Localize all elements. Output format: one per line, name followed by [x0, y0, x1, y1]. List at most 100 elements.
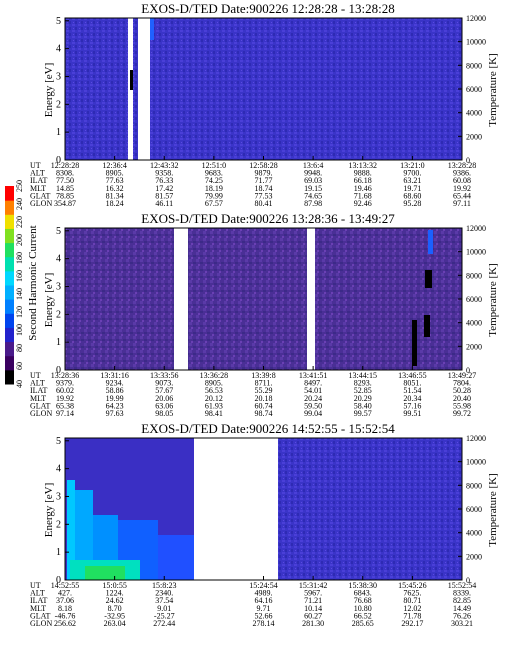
panel-2-y2tick-label: 6000 [466, 295, 482, 304]
panel-3-cell: 5967. [304, 589, 322, 598]
panel-1-cell: 19.71 [403, 184, 421, 193]
panel-3-cell: 82.85 [453, 596, 471, 605]
panel-1-cell: 81.57 [155, 191, 173, 200]
panel-3-time-label: 15:45:26 [398, 581, 426, 590]
panel-1-cell: 95.28 [403, 199, 421, 208]
panel-1-cell: 68.60 [403, 191, 421, 200]
panel-1-cell: 18.24 [106, 199, 124, 208]
colorbar-tick-label: 220 [15, 216, 24, 228]
colorbar-swatch [5, 200, 14, 215]
panel-2-time-label: 13:39:8 [251, 371, 275, 380]
panel-3-ytick-label: 0 [56, 575, 61, 586]
panel-2-cell: 61.93 [205, 401, 223, 410]
colorbar-swatch [5, 256, 14, 272]
panel-1-cell: 78.85 [56, 191, 74, 200]
panel-3-row-label: GLAT [30, 611, 51, 620]
panel-1-gap-2 [138, 18, 150, 160]
panel-2-ytick-label: 3 [56, 281, 61, 292]
panel-2-time-label: 13:46:55 [398, 371, 426, 380]
panel-1-cell: 60.08 [453, 176, 471, 185]
panel-2-cell: 20.24 [304, 394, 322, 403]
colorbar-swatch [5, 228, 14, 244]
panel-1-cell: 81.34 [106, 191, 124, 200]
panel-2-time-label: 13:49:27 [448, 371, 476, 380]
colorbar-tick-label: 160 [15, 270, 24, 282]
panel-3-cell: 263.04 [104, 619, 126, 628]
panel-3-cell: -25.27 [154, 611, 175, 620]
panel-3-cell: 256.62 [54, 619, 76, 628]
panel-3-cell: 8.18 [58, 604, 72, 613]
panel-1-ytick-label: 0 [56, 155, 61, 166]
panel-3-row-label: ILAT [30, 596, 47, 605]
panel-1-y2tick-label: 0 [466, 156, 470, 165]
panel-3-cell: 10.14 [304, 604, 322, 613]
panel-3-cell: 303.21 [451, 619, 473, 628]
panel-2-cell: 8497. [304, 379, 322, 388]
panel-1-ytick-label: 2 [56, 99, 61, 110]
panel-2-time-label: 13:31:16 [100, 371, 128, 380]
colorbar-swatch [5, 285, 14, 300]
panel-1-cell: 67.57 [205, 199, 223, 208]
panel-3-time-label: 15:52:54 [448, 581, 476, 590]
colorbar-swatch [5, 270, 14, 286]
colorbar-tick-label: 80 [15, 344, 24, 352]
colorbar-swatch [5, 341, 14, 357]
panel-2-cell: 65.38 [56, 401, 74, 410]
panel-2-cell: 60.02 [56, 386, 74, 395]
panel-1-y2tick-label: 10000 [466, 38, 486, 47]
panel-1-yticks: 0 1 2 3 4 5 [56, 16, 69, 166]
panel-3-ytick-label: 2 [56, 519, 61, 530]
colorbar-swatches [5, 186, 14, 385]
panel-1-ylabel: Energy [eV] [43, 63, 55, 117]
colorbar-tick-label: 100 [15, 324, 24, 336]
colorbar-tick-label: 120 [15, 306, 24, 318]
panel-1-ytick-label: 5 [56, 16, 61, 27]
panel-1-cell: 66.18 [354, 176, 372, 185]
panel-3-ytick-label: 1 [56, 547, 61, 558]
panel-2-cell: 64.23 [106, 401, 124, 410]
panel-1-title: EXOS-D/TED Date:900226 12:28:28 - 13:28:… [141, 1, 394, 16]
panel-2-title: EXOS-D/TED Date:900226 13:28:36 - 13:49:… [141, 211, 395, 226]
panel-2-cell: 20.40 [453, 394, 471, 403]
panel-3-cell: 9.71 [257, 604, 271, 613]
panel-2-ylabel: Energy [eV] [43, 273, 55, 327]
panel-2-cell: 20.12 [205, 394, 223, 403]
panel-3-cell: 80.71 [403, 596, 421, 605]
panel-2-gap-2 [307, 228, 315, 370]
panel-2: EXOS-D/TED Date:900226 13:28:36 - 13:49:… [30, 211, 499, 418]
panel-1-cell: 71.68 [354, 191, 372, 200]
panel-1-cell: 87.98 [304, 199, 322, 208]
colorbar-swatch [5, 242, 14, 258]
panel-3-cell: 60.27 [304, 611, 322, 620]
panel-3-ytick-label: 5 [56, 436, 61, 447]
panel-2-cell: 20.29 [354, 394, 372, 403]
panel-2-ytick-label: 1 [56, 337, 61, 348]
panel-3-y2tick-label: 6000 [466, 505, 482, 514]
panel-1-time-label: 12:51:0 [202, 161, 226, 170]
panel-2-cell: 9379. [56, 379, 74, 388]
panel-2-cell: 57.16 [403, 401, 421, 410]
panel-1-y2tick-label: 2000 [466, 132, 482, 141]
panel-1-cell: 97.11 [453, 199, 471, 208]
panel-3-cell: 1224. [106, 589, 124, 598]
panel-1-y2tick-label: 6000 [466, 85, 482, 94]
panel-3-y2tick-label: 4000 [466, 529, 482, 538]
panel-2-row-label: MLT [30, 394, 46, 403]
panel-1-cell: 8308. [56, 169, 74, 178]
panel-3-band-green [85, 566, 125, 580]
panel-2-cell: 99.51 [403, 409, 421, 418]
panel-2-y2tick-label: 12000 [466, 224, 486, 233]
colorbar-tick-label: 240 [15, 198, 24, 210]
panel-3-cell: 24.62 [106, 596, 124, 605]
panel-1-cell: 9879. [255, 169, 273, 178]
panel-1-time-label: 12:43:32 [150, 161, 178, 170]
panel-1-cell: 92.46 [354, 199, 372, 208]
panel-2-spike-3 [412, 320, 417, 366]
panel-3-cell: 64.16 [255, 596, 273, 605]
panel-3-cell: 278.14 [253, 619, 275, 628]
panel-1-cell: 63.21 [403, 176, 421, 185]
panel-2-cell: 55.98 [453, 401, 471, 410]
panel-1-time-label: 12:58:28 [249, 161, 277, 170]
panel-2-y2tick-label: 10000 [466, 248, 486, 257]
